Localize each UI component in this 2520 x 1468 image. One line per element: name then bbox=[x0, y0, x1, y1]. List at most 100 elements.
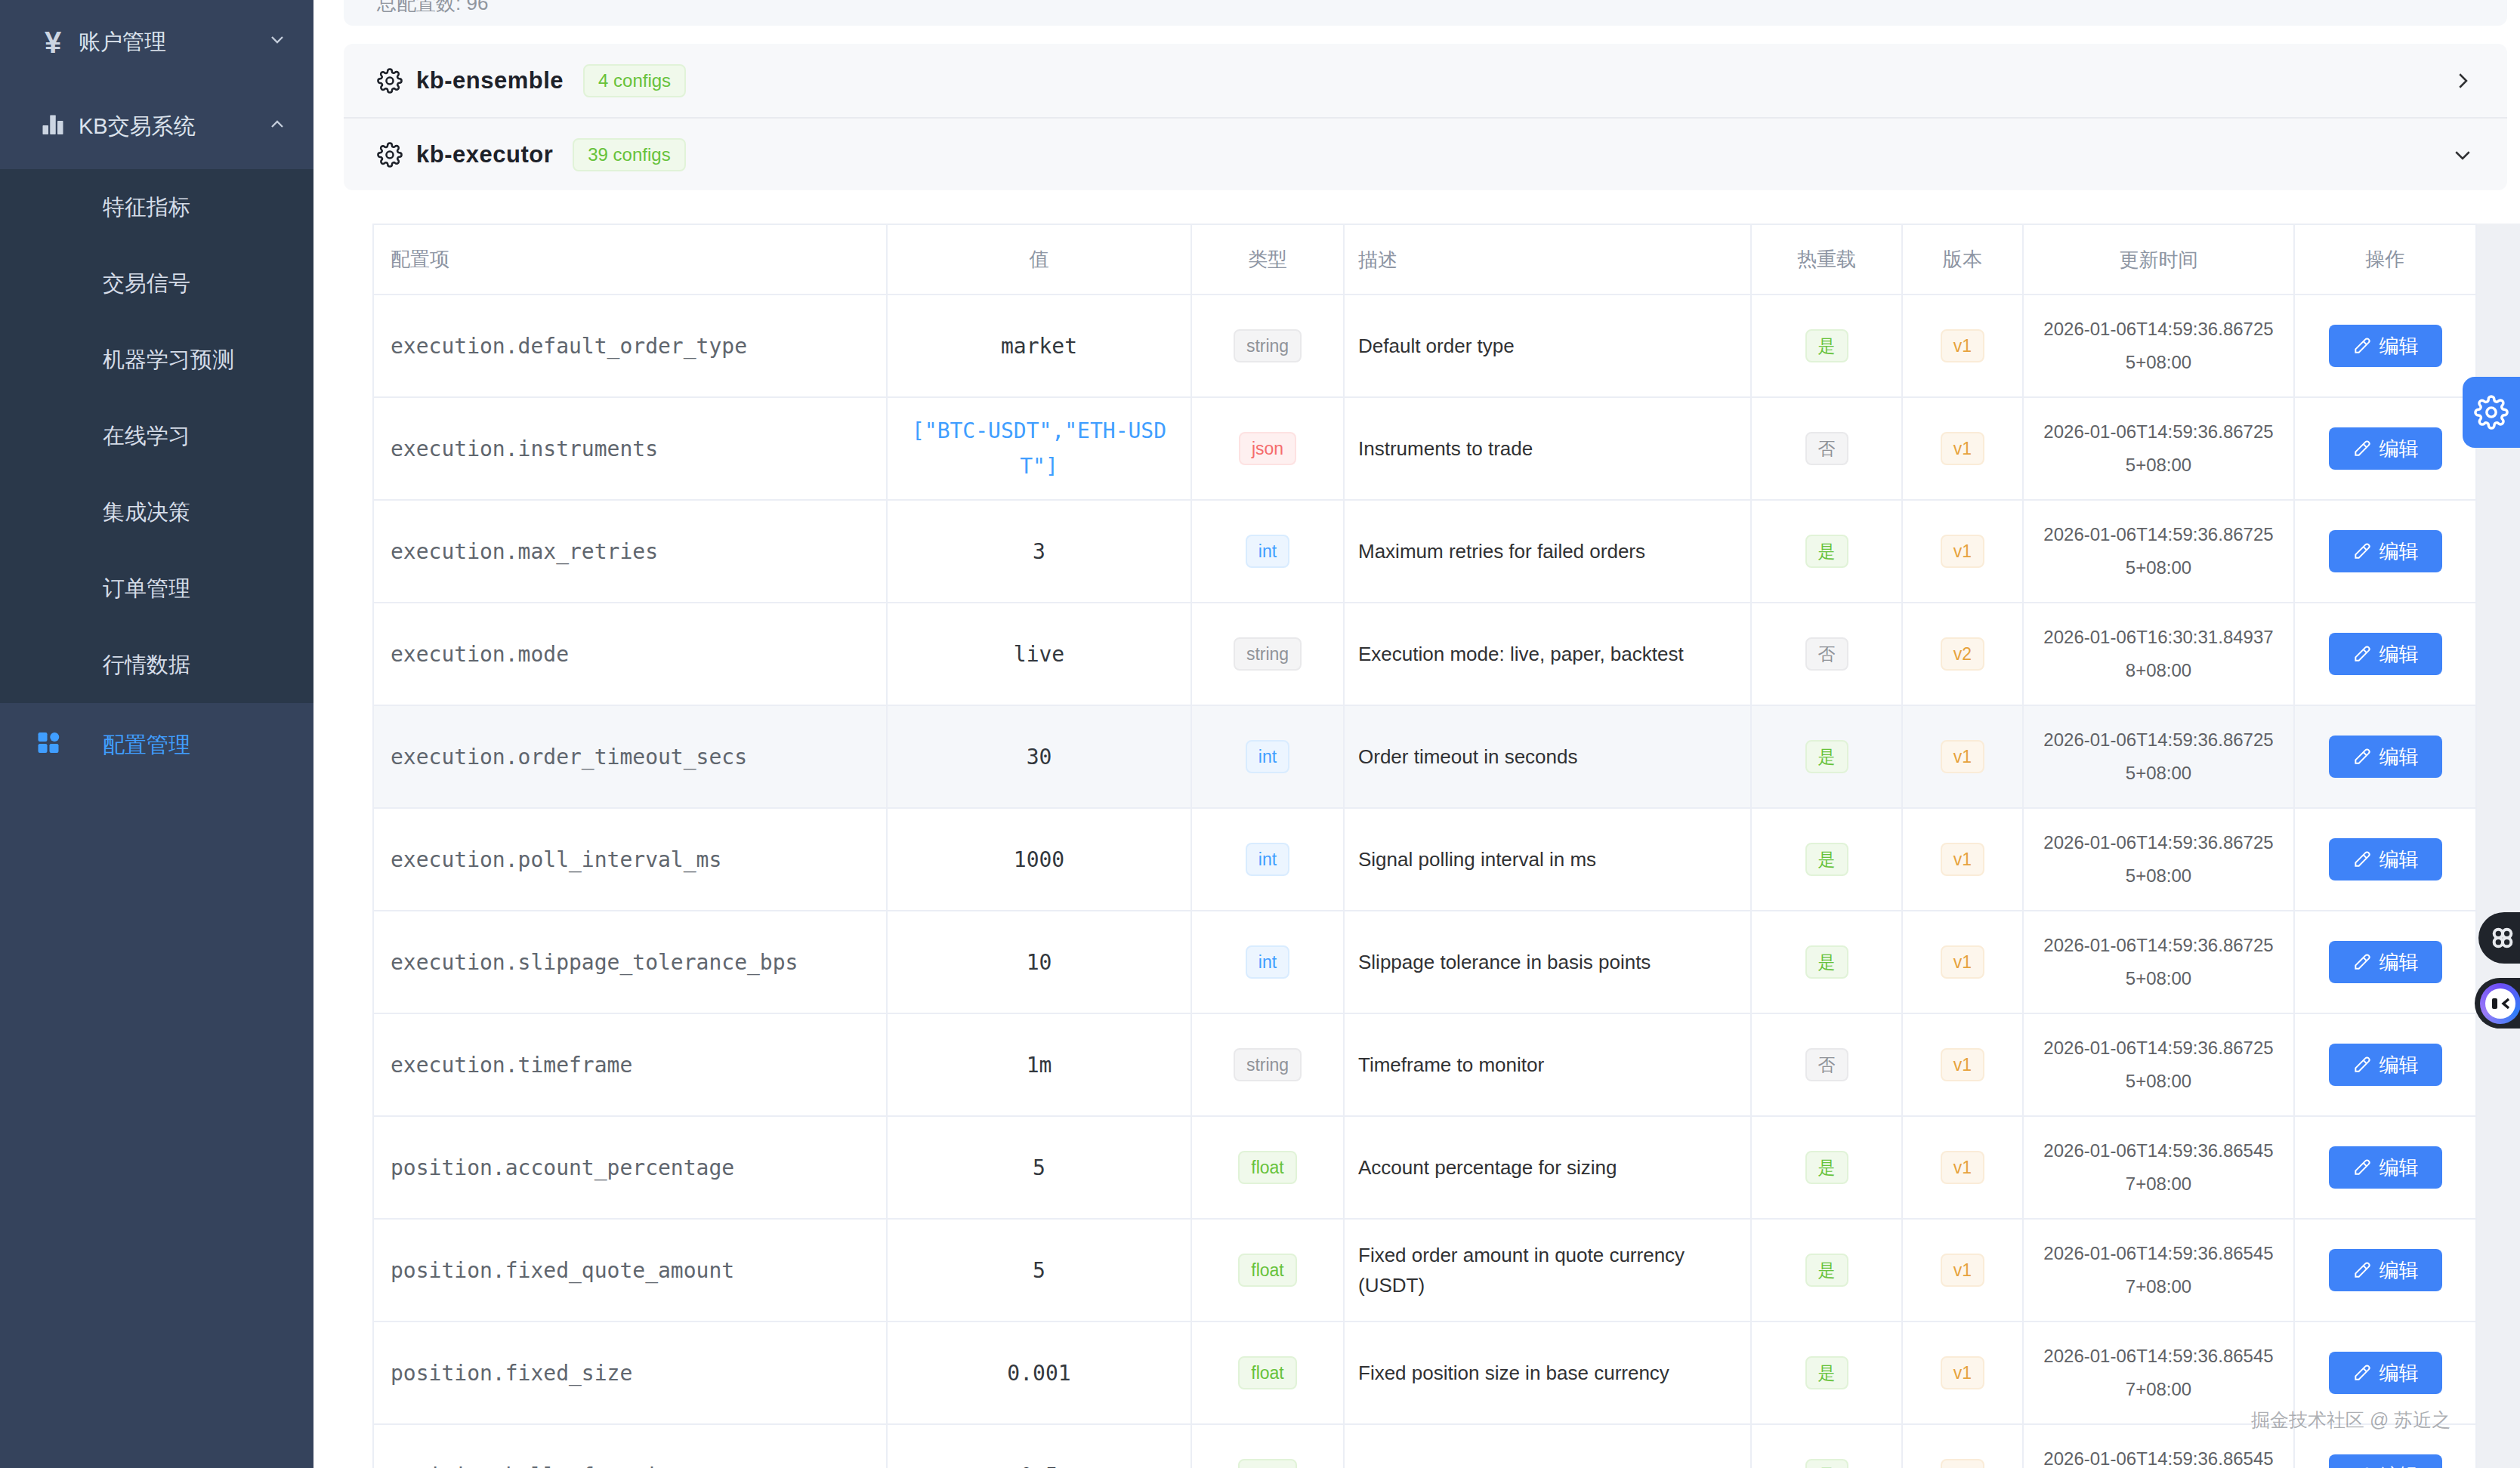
hot-reload-cell: 是 bbox=[1751, 500, 1902, 603]
version-badge: v1 bbox=[1941, 1151, 1984, 1184]
config-type-cell: float bbox=[1191, 1219, 1344, 1322]
actions-cell: 编辑 bbox=[2294, 295, 2476, 397]
version-cell: v1 bbox=[1902, 705, 2023, 808]
hot-reload-cell: 是 bbox=[1751, 1322, 1902, 1424]
settings-float-button[interactable] bbox=[2463, 377, 2520, 448]
sidebar-item-label: KB交易系统 bbox=[79, 112, 196, 142]
sidebar-subitem[interactable]: 行情数据 bbox=[0, 627, 313, 703]
edit-button-label: 编辑 bbox=[2379, 1360, 2419, 1386]
table-row: execution.order_timeout_secs30intOrder t… bbox=[373, 705, 2476, 808]
config-value-cell: live bbox=[887, 603, 1191, 705]
edit-button[interactable]: 编辑 bbox=[2329, 427, 2442, 470]
updated-time-cell: 2026-01-06T14:59:36.867255+08:00 bbox=[2023, 911, 2294, 1013]
sidebar-subitem[interactable]: 在线学习 bbox=[0, 398, 313, 474]
actions-cell: 编辑 bbox=[2294, 808, 2476, 911]
config-key-cell: execution.order_timeout_secs bbox=[373, 705, 887, 808]
column-header: 配置项 bbox=[373, 224, 887, 295]
config-type-cell: float bbox=[1191, 1116, 1344, 1219]
hot-reload-badge: 是 bbox=[1805, 1459, 1848, 1468]
config-desc-cell: Account percentage for sizing bbox=[1344, 1116, 1751, 1219]
config-desc-cell: Fixed order amount in quote currency (US… bbox=[1344, 1219, 1751, 1322]
config-desc-cell: Instruments to trade bbox=[1344, 397, 1751, 500]
hot-reload-cell: 否 bbox=[1751, 397, 1902, 500]
grid-icon bbox=[35, 729, 62, 762]
version-badge: v2 bbox=[1941, 637, 1984, 671]
gear-icon bbox=[377, 68, 403, 94]
config-value-cell: market bbox=[887, 295, 1191, 397]
config-value-cell: 1000 bbox=[887, 808, 1191, 911]
config-groups-panel: kb-ensemble 4 configs kb-executor 39 con… bbox=[344, 44, 2507, 190]
version-cell: v1 bbox=[1902, 295, 2023, 397]
config-type-cell: string bbox=[1191, 295, 1344, 397]
edit-button[interactable]: 编辑 bbox=[2329, 1352, 2442, 1394]
group-count-badge: 39 configs bbox=[573, 138, 685, 171]
version-cell: v1 bbox=[1902, 808, 2023, 911]
main-content: 总配置数: 96 kb-ensemble 4 configs kb-execut… bbox=[313, 0, 2520, 1468]
edit-button[interactable]: 编辑 bbox=[2329, 736, 2442, 778]
edit-button[interactable]: 编辑 bbox=[2329, 1146, 2442, 1189]
group-title: kb-executor bbox=[416, 141, 553, 168]
updated-time-cell: 2026-01-06T14:59:36.867255+08:00 bbox=[2023, 808, 2294, 911]
hot-reload-badge: 是 bbox=[1805, 329, 1848, 362]
updated-time-cell: 2026-01-06T14:59:36.867255+08:00 bbox=[2023, 500, 2294, 603]
config-type-cell: string bbox=[1191, 1013, 1344, 1116]
table-row: execution.modelivestringExecution mode: … bbox=[373, 603, 2476, 705]
edit-button-label: 编辑 bbox=[2379, 1155, 2419, 1181]
actions-cell: 编辑 bbox=[2294, 1116, 2476, 1219]
gear-icon bbox=[377, 142, 403, 168]
table-row: position.kelly_fraction0.5float是v12026-0… bbox=[373, 1424, 2476, 1468]
hot-reload-cell: 是 bbox=[1751, 1219, 1902, 1322]
sidebar-item-account[interactable]: ¥ 账户管理 bbox=[0, 0, 313, 85]
config-desc-cell: Execution mode: live, paper, backtest bbox=[1344, 603, 1751, 705]
sidebar-subitem[interactable]: 交易信号 bbox=[0, 245, 313, 322]
edit-button[interactable]: 编辑 bbox=[2329, 1249, 2442, 1291]
config-key-cell: execution.mode bbox=[373, 603, 887, 705]
sidebar-subitem[interactable]: 订单管理 bbox=[0, 550, 313, 627]
chevron-up-icon bbox=[267, 114, 288, 140]
sidebar-item-config-active[interactable]: 配置管理 bbox=[0, 703, 313, 788]
edit-button[interactable]: 编辑 bbox=[2329, 325, 2442, 367]
chevron-down-icon bbox=[267, 29, 288, 56]
config-desc-cell: Default order type bbox=[1344, 295, 1751, 397]
edit-button-label: 编辑 bbox=[2379, 744, 2419, 770]
hot-reload-badge: 是 bbox=[1805, 1151, 1848, 1184]
edit-button-label: 编辑 bbox=[2379, 847, 2419, 873]
config-type-cell: int bbox=[1191, 808, 1344, 911]
column-header: 描述 bbox=[1344, 224, 1751, 295]
group-count-badge: 4 configs bbox=[583, 64, 686, 97]
version-badge: v1 bbox=[1941, 432, 1984, 465]
config-type-cell: float bbox=[1191, 1322, 1344, 1424]
sidebar-item-kb-system[interactable]: KB交易系统 bbox=[0, 85, 313, 169]
sidebar-item-label: 账户管理 bbox=[79, 27, 166, 57]
sidebar-subitem[interactable]: 集成决策 bbox=[0, 474, 313, 550]
config-key-cell: execution.slippage_tolerance_bps bbox=[373, 911, 887, 1013]
sidebar-subitem[interactable]: 机器学习预测 bbox=[0, 322, 313, 398]
table-row: execution.poll_interval_ms1000intSignal … bbox=[373, 808, 2476, 911]
edit-button[interactable]: 编辑 bbox=[2329, 941, 2442, 983]
hot-reload-cell: 是 bbox=[1751, 705, 1902, 808]
edit-button-label: 编辑 bbox=[2379, 641, 2419, 668]
config-key-cell: execution.instruments bbox=[373, 397, 887, 500]
sidebar-subitem[interactable]: 特征指标 bbox=[0, 169, 313, 245]
hot-reload-badge: 是 bbox=[1805, 740, 1848, 773]
actions-cell: 编辑 bbox=[2294, 705, 2476, 808]
edit-button[interactable]: 编辑 bbox=[2329, 838, 2442, 880]
assistant-float-button[interactable] bbox=[2475, 978, 2520, 1029]
edit-button[interactable]: 编辑 bbox=[2329, 530, 2442, 572]
edit-button-label: 编辑 bbox=[2379, 1257, 2419, 1284]
config-desc-cell: Maximum retries for failed orders bbox=[1344, 500, 1751, 603]
edit-button[interactable]: 编辑 bbox=[2329, 1044, 2442, 1086]
group-header-kb-executor[interactable]: kb-executor 39 configs bbox=[344, 117, 2507, 190]
config-value-cell: 3 bbox=[887, 500, 1191, 603]
edit-button[interactable]: 编辑 bbox=[2329, 633, 2442, 675]
edit-button[interactable]: 编辑 bbox=[2329, 1454, 2442, 1468]
table-row: position.account_percentage5floatAccount… bbox=[373, 1116, 2476, 1219]
updated-time-cell: 2026-01-06T16:30:31.849378+08:00 bbox=[2023, 603, 2294, 705]
config-value-cell: 5 bbox=[887, 1116, 1191, 1219]
group-header-kb-ensemble[interactable]: kb-ensemble 4 configs bbox=[344, 44, 2507, 117]
hot-reload-badge: 否 bbox=[1805, 432, 1848, 465]
chevron-down-icon bbox=[2451, 143, 2474, 166]
edit-button-label: 编辑 bbox=[2379, 1463, 2419, 1468]
updated-time-cell: 2026-01-06T14:59:36.865457+08:00 bbox=[2023, 1219, 2294, 1322]
hot-reload-badge: 否 bbox=[1805, 1048, 1848, 1081]
